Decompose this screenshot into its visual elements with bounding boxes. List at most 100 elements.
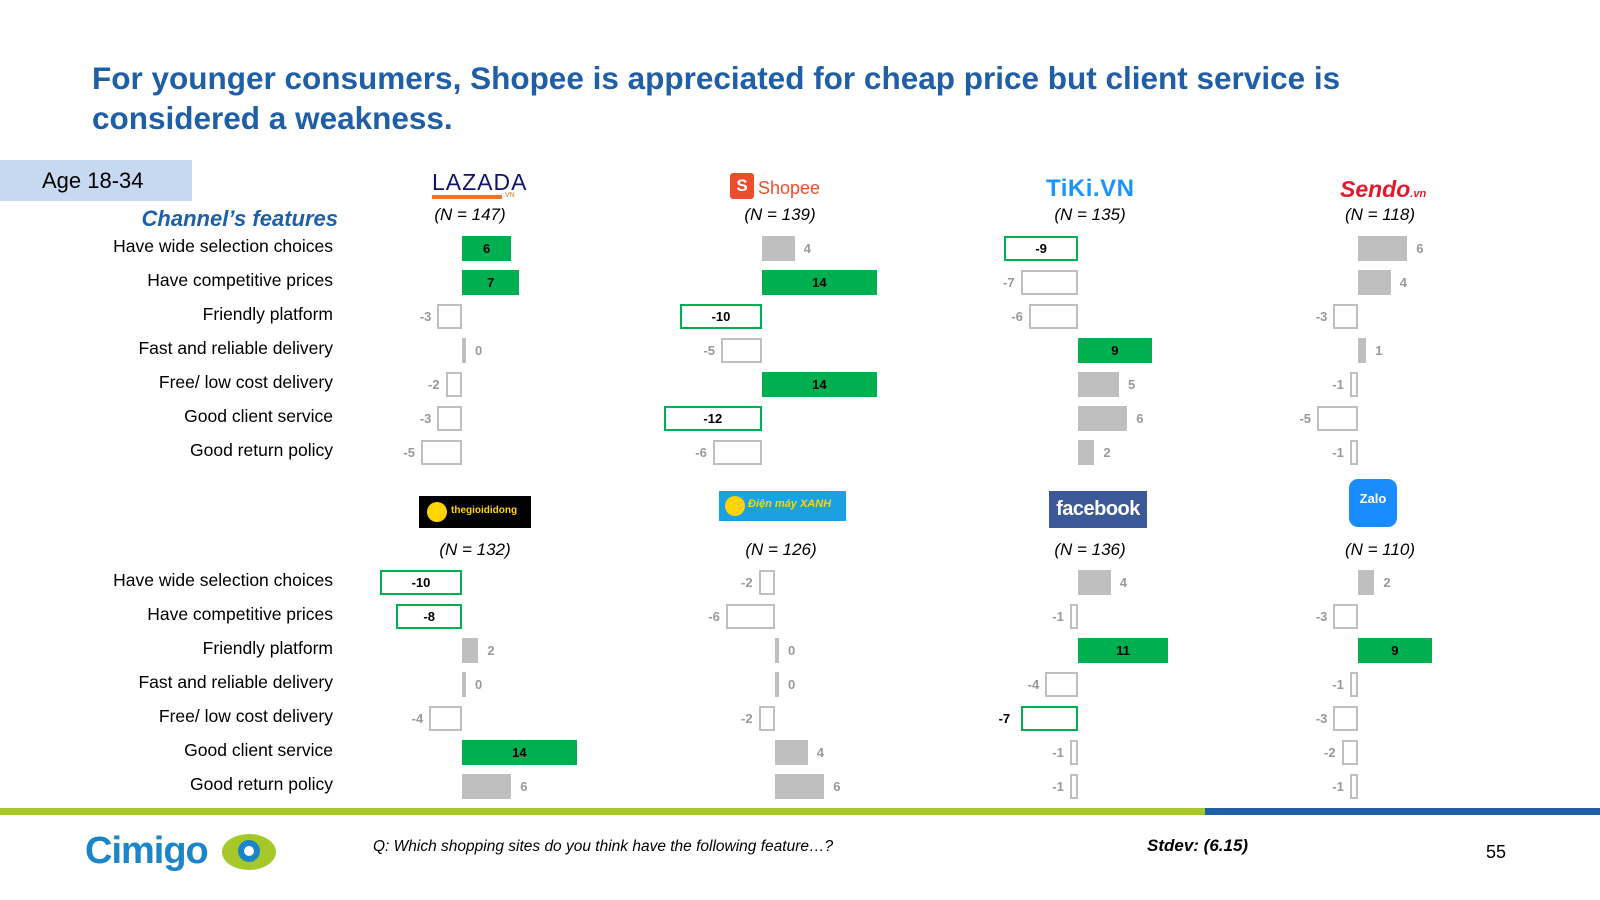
bar-value-label: -6 — [708, 609, 720, 624]
bar-value-label: -12 — [703, 411, 723, 426]
bar-lazada-7 — [421, 440, 462, 465]
bar-value-label: -2 — [741, 711, 753, 726]
bar-value-label: -8 — [423, 609, 435, 624]
bar-value-label: -1 — [1332, 677, 1344, 692]
bar-value-label: -3 — [419, 411, 432, 426]
bar-value-label: 2 — [487, 643, 495, 658]
age-segment-tag: Age 18-34 — [0, 160, 192, 201]
bar-value-label: 0 — [475, 343, 483, 358]
bar-dien-may-xanh-5 — [758, 706, 775, 731]
bar-value-label: -5 — [703, 343, 715, 358]
bar-value-label: -2 — [741, 575, 753, 590]
n-label-facebook: (N = 136) — [1054, 540, 1126, 559]
n-label-sendo: (N = 118) — [1344, 205, 1416, 224]
feature-label: Friendly platform — [202, 638, 333, 658]
bar-thegioididong-4 — [462, 672, 466, 697]
bar-zalo-3 — [1358, 638, 1432, 663]
bar-value-label: 4 — [803, 241, 812, 256]
n-label-tiki: (N = 135) — [1054, 205, 1126, 224]
bar-shopee-4 — [721, 338, 762, 363]
bar-thegioididong-5 — [429, 706, 462, 731]
feature-label: Friendly platform — [202, 304, 333, 324]
facebook-logo: facebook — [1049, 491, 1147, 528]
bar-value-label: 6 — [1416, 241, 1424, 256]
bar-facebook-4 — [1045, 672, 1078, 697]
n-label-lazada: (N = 147) — [434, 205, 506, 224]
bar-zalo-5 — [1333, 706, 1358, 731]
bar-value-label: -3 — [1315, 309, 1328, 324]
bar-sendo-7 — [1349, 440, 1358, 465]
shopee-logo: S Shopee — [730, 170, 830, 200]
bar-tiki-5 — [1078, 372, 1119, 397]
bar-thegioididong-7 — [462, 774, 512, 799]
feature-label: Have competitive prices — [147, 270, 333, 290]
feature-label: Good client service — [184, 406, 333, 426]
bar-value-label: -1 — [1332, 445, 1344, 460]
bar-value-label: 5 — [1128, 377, 1136, 392]
bar-dien-may-xanh-2 — [725, 604, 775, 629]
footer-band-blue — [1205, 808, 1600, 815]
bar-zalo-2 — [1333, 604, 1358, 629]
bar-dien-may-xanh-6 — [775, 740, 808, 765]
bar-value-label: 6 — [482, 241, 491, 256]
bar-value-label: 6 — [833, 779, 841, 794]
bar-sendo-4 — [1358, 338, 1367, 363]
bar-value-label: 4 — [816, 745, 825, 760]
zalo-logo: Zalo — [1349, 479, 1397, 527]
bar-value-label: 6 — [1136, 411, 1144, 426]
bar-value-label: -4 — [1027, 677, 1040, 692]
feature-label: Good return policy — [190, 440, 333, 460]
bar-value-label: -1 — [1332, 377, 1344, 392]
bar-dien-may-xanh-4 — [775, 672, 779, 697]
bar-shopee-7 — [712, 440, 762, 465]
bar-tiki-1 — [1004, 236, 1078, 261]
bar-value-label: 0 — [788, 677, 796, 692]
bar-thegioididong-6 — [462, 740, 577, 765]
n-label-thegioididong: (N = 132) — [439, 540, 511, 559]
bar-value-label: 2 — [1383, 575, 1391, 590]
bar-thegioididong-1 — [380, 570, 462, 595]
n-label-shopee: (N = 139) — [744, 205, 816, 224]
bar-value-label: -10 — [711, 309, 731, 324]
feature-label: Fast and reliable delivery — [138, 672, 333, 692]
bar-value-label: -1 — [1052, 609, 1064, 624]
tiki-logo: TiKi.VN — [1046, 175, 1135, 202]
bar-value-label: -1 — [1052, 779, 1064, 794]
bar-value-label: 9 — [1111, 343, 1119, 358]
n-label-dienmayxanh: (N = 126) — [745, 540, 817, 559]
bar-value-label: 2 — [1103, 445, 1111, 460]
bar-value-label: -2 — [1324, 745, 1336, 760]
page-title: For younger consumers, Shopee is appreci… — [92, 60, 1341, 136]
feature-label: Good client service — [184, 740, 333, 760]
sendo-logo: Sendo.vn — [1340, 176, 1427, 202]
bar-value-label: 7 — [487, 275, 495, 290]
bar-sendo-3 — [1333, 304, 1358, 329]
bar-value-label: -3 — [1315, 609, 1328, 624]
bar-tiki-6 — [1078, 406, 1128, 431]
bar-lazada-4 — [462, 338, 466, 363]
bar-tiki-2 — [1020, 270, 1078, 295]
bar-tiki-7 — [1078, 440, 1095, 465]
bar-shopee-2 — [762, 270, 877, 295]
bar-value-label: -1 — [1052, 745, 1064, 760]
bar-dien-may-xanh-1 — [758, 570, 775, 595]
bar-shopee-3 — [680, 304, 762, 329]
bar-facebook-1 — [1078, 570, 1111, 595]
feature-label: Free/ low cost delivery — [158, 706, 333, 726]
bar-value-label: 0 — [788, 643, 796, 658]
bar-sendo-2 — [1358, 270, 1391, 295]
bar-value-label: -3 — [1315, 711, 1328, 726]
features-heading: Channel’s features — [141, 206, 338, 231]
bar-lazada-3 — [437, 304, 462, 329]
feature-label: Have competitive prices — [147, 604, 333, 624]
bar-value-label: -3 — [419, 309, 432, 324]
bar-value-label: 4 — [1399, 275, 1408, 290]
bar-value-label: 4 — [1119, 575, 1128, 590]
bar-zalo-1 — [1358, 570, 1375, 595]
bar-value-label: 1 — [1375, 343, 1383, 358]
bar-shopee-1 — [762, 236, 795, 261]
cimigo-logo: Cimigo — [85, 828, 285, 878]
bar-zalo-4 — [1349, 672, 1358, 697]
bar-facebook-6 — [1069, 740, 1078, 765]
bar-facebook-2 — [1069, 604, 1078, 629]
